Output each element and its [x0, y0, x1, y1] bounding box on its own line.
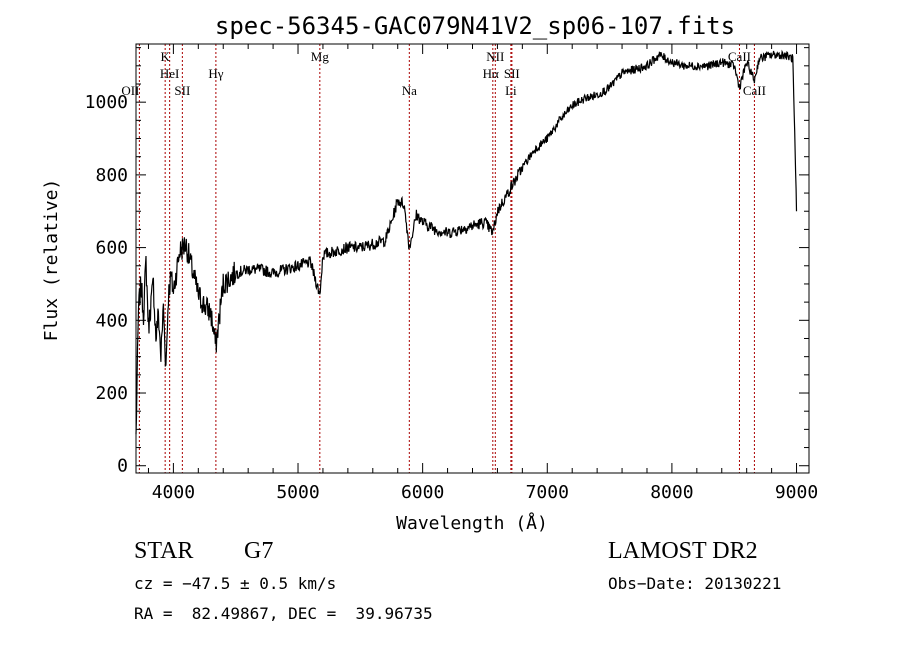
- spectral-line-labels: OII K HeI SII Hγ Mg Na NII Hα SII Li CaII CaII: [121, 49, 766, 98]
- subclass: G7: [244, 538, 274, 564]
- x-axis-label: Wavelength (Å): [396, 512, 548, 534]
- y-tick-label: 400: [95, 310, 128, 331]
- y-axis-label: Flux (relative): [41, 179, 62, 342]
- y-tick-label: 1000: [85, 92, 128, 113]
- x-tick-label: 8000: [650, 482, 693, 503]
- spectral-line-label: CaII: [743, 83, 766, 98]
- object-type: STAR: [134, 538, 194, 564]
- spectral-line-label: OII: [121, 83, 139, 98]
- x-tick-label: 5000: [276, 482, 319, 503]
- y-axis: 0 200 400 600 800 1000: [85, 47, 809, 477]
- spectral-line-label: HeI: [160, 66, 180, 81]
- spectral-line-label: Hα: [483, 66, 499, 81]
- x-tick-label: 9000: [775, 482, 818, 503]
- y-tick-label: 600: [95, 238, 128, 259]
- x-tick-label: 7000: [526, 482, 569, 503]
- spectral-line-label: Hγ: [208, 66, 223, 81]
- ra-dec: RA = 82.49867, DEC = 39.96735: [134, 604, 433, 623]
- redshift-velocity: cz = −47.5 ± 0.5 km/s: [134, 574, 337, 593]
- y-tick-label: 800: [95, 165, 128, 186]
- spectral-line-label: CaII: [728, 49, 751, 64]
- spectral-line-label: NII: [486, 49, 504, 64]
- x-tick-label: 4000: [152, 482, 195, 503]
- spectral-line-label: Mg: [311, 49, 330, 64]
- x-tick-label: 6000: [401, 482, 444, 503]
- spectral-line-label: SII: [174, 83, 190, 98]
- spectral-line-markers: [138, 44, 755, 473]
- spectrum-line: [135, 49, 798, 435]
- y-tick-label: 200: [95, 383, 128, 404]
- chart-title: spec-56345-GAC079N41V2_sp06-107.fits: [215, 12, 735, 40]
- spectral-line-label: SII: [504, 66, 520, 81]
- y-tick-label: 0: [117, 456, 128, 477]
- plot-frame: [135, 43, 810, 474]
- x-axis: 4000 5000 6000 7000 8000 9000: [147, 44, 818, 503]
- spectral-line-label: Li: [505, 83, 517, 98]
- obs-date: Obs−Date: 20130221: [608, 574, 782, 593]
- survey-name: LAMOST DR2: [608, 538, 758, 564]
- spectral-line-label: Na: [402, 83, 417, 98]
- spectral-line-label: K: [160, 49, 170, 64]
